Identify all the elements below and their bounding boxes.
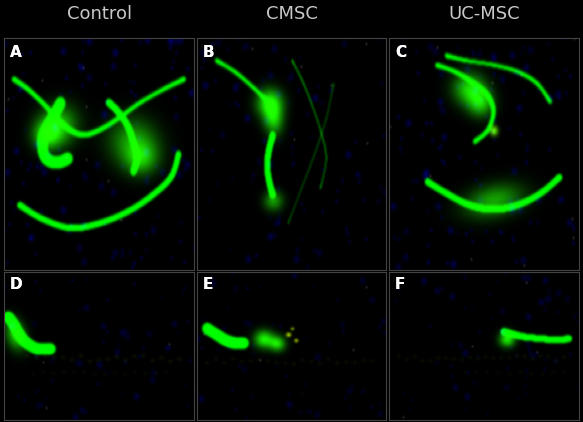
Text: C: C: [395, 45, 406, 60]
Text: D: D: [10, 277, 23, 292]
Text: E: E: [202, 277, 213, 292]
Text: F: F: [395, 277, 405, 292]
Text: D: D: [10, 277, 23, 292]
Text: C: C: [395, 45, 406, 60]
Text: B: B: [202, 45, 214, 60]
Text: A: A: [10, 45, 22, 60]
Text: Control: Control: [66, 5, 132, 23]
Text: UC-MSC: UC-MSC: [448, 5, 519, 23]
Text: B: B: [202, 45, 214, 60]
Text: CMSC: CMSC: [266, 5, 317, 23]
Text: E: E: [202, 277, 213, 292]
Text: F: F: [395, 277, 405, 292]
Text: A: A: [10, 45, 22, 60]
